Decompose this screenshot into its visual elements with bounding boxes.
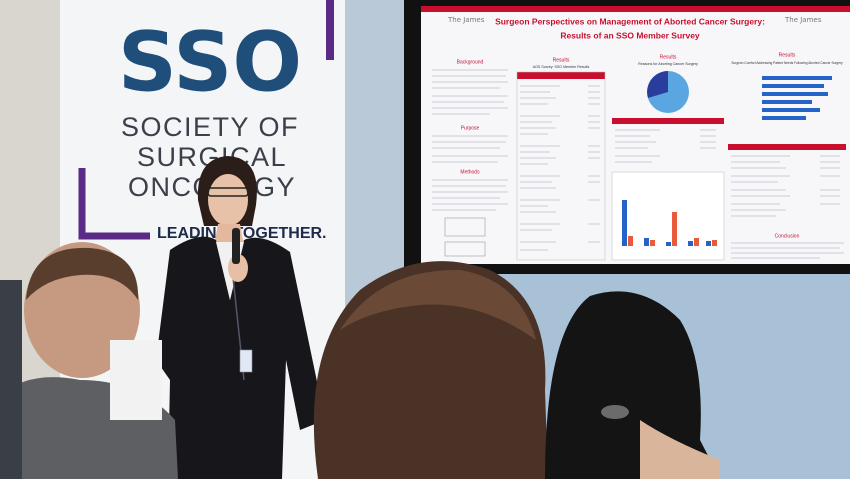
table-lines	[520, 85, 600, 251]
section-heading: Background	[457, 59, 484, 65]
flow-box	[444, 241, 486, 257]
text-lines	[731, 242, 844, 259]
bar-chart-bars	[622, 200, 717, 246]
banner-accent	[326, 0, 334, 60]
audience	[0, 242, 720, 479]
section-heading: Results	[779, 52, 796, 58]
poster-title: Surgeon Perspectives on Management of Ab…	[495, 16, 765, 26]
table-header	[728, 144, 846, 150]
section-heading: Conclusion	[775, 233, 800, 239]
poster-title: Results of an SSO Member Survey	[560, 30, 700, 40]
table	[516, 71, 606, 261]
poster-band	[421, 6, 850, 12]
banner-bracket	[78, 168, 150, 240]
section-heading: Results	[660, 54, 677, 60]
banner-name: SOCIETY OF	[121, 112, 299, 142]
text-lines	[432, 69, 508, 211]
pie-slice	[647, 71, 668, 98]
table-lines	[615, 129, 716, 163]
poster-logo: The James	[784, 16, 822, 24]
flow-box	[444, 217, 486, 237]
chart-subtitle: AOS Survey: SSO Member Results	[533, 65, 590, 69]
section-heading: Methods	[460, 169, 480, 175]
section-heading: Purpose	[461, 125, 480, 131]
chart-subtitle: Surgeon Comfort Addressing Patient Needs…	[731, 61, 843, 65]
banner-logo: SSO	[118, 15, 302, 110]
presenter	[156, 156, 329, 479]
table-header	[612, 118, 724, 124]
table-header	[517, 72, 605, 79]
bar-chart-panel	[611, 171, 725, 261]
chart-subtitle: Reasons for Aborting Cancer Surgery	[638, 62, 698, 66]
section-heading: Results	[553, 57, 570, 63]
hbar-chart-bars	[762, 76, 832, 120]
table-lines	[731, 155, 840, 217]
poster-logo: The James	[447, 16, 485, 24]
